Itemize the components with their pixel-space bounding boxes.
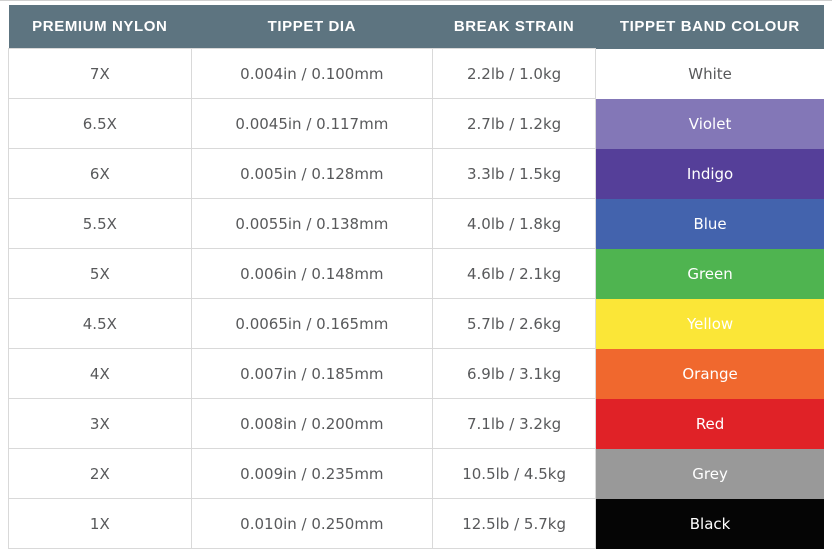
tippet-spec-table: PREMIUM NYLON TIPPET DIA BREAK STRAIN TI… xyxy=(8,5,824,549)
tippet-dia-cell: 0.0055in / 0.138mm xyxy=(190,198,434,249)
premium-nylon-cell: 6.5X xyxy=(8,98,192,149)
tippet-dia-cell: 0.0065in / 0.165mm xyxy=(190,298,434,349)
table-row: 6.5X 0.0045in / 0.117mm 2.7lb / 1.2kg Vi… xyxy=(8,98,824,149)
tippet-band-colour-cell: White xyxy=(595,48,824,99)
tippet-dia-cell: 0.005in / 0.128mm xyxy=(190,148,434,199)
column-header-break-strain: BREAK STRAIN xyxy=(432,5,596,49)
tippet-band-colour-cell: Blue xyxy=(595,198,824,249)
break-strain-cell: 7.1lb / 3.2kg xyxy=(432,398,597,449)
break-strain-cell: 4.0lb / 1.8kg xyxy=(432,198,597,249)
break-strain-cell: 12.5lb / 5.7kg xyxy=(432,498,597,549)
tippet-band-colour-cell: Orange xyxy=(595,348,824,399)
tippet-band-colour-cell: Indigo xyxy=(595,148,824,199)
tippet-band-colour-cell: Black xyxy=(595,498,824,549)
table-header-row: PREMIUM NYLON TIPPET DIA BREAK STRAIN TI… xyxy=(8,5,824,49)
tippet-dia-cell: 0.004in / 0.100mm xyxy=(190,48,434,99)
tippet-band-colour-cell: Violet xyxy=(595,98,824,149)
column-header-tippet-band-colour: TIPPET BAND COLOUR xyxy=(595,5,824,49)
premium-nylon-cell: 7X xyxy=(8,48,192,99)
premium-nylon-cell: 4X xyxy=(8,348,192,399)
tippet-band-colour-cell: Red xyxy=(595,398,824,449)
break-strain-cell: 2.7lb / 1.2kg xyxy=(432,98,597,149)
break-strain-cell: 2.2lb / 1.0kg xyxy=(432,48,597,99)
tippet-dia-cell: 0.006in / 0.148mm xyxy=(190,248,434,299)
tippet-dia-cell: 0.009in / 0.235mm xyxy=(190,448,434,499)
top-divider-line xyxy=(0,0,832,1)
break-strain-cell: 3.3lb / 1.5kg xyxy=(432,148,597,199)
tippet-band-colour-cell: Grey xyxy=(595,448,824,499)
break-strain-cell: 5.7lb / 2.6kg xyxy=(432,298,597,349)
break-strain-cell: 10.5lb / 4.5kg xyxy=(432,448,597,499)
tippet-dia-cell: 0.007in / 0.185mm xyxy=(190,348,434,399)
tippet-spec-table-container: PREMIUM NYLON TIPPET DIA BREAK STRAIN TI… xyxy=(8,5,824,549)
premium-nylon-cell: 6X xyxy=(8,148,192,199)
tippet-band-colour-cell: Green xyxy=(595,248,824,299)
premium-nylon-cell: 1X xyxy=(8,498,192,549)
table-row: 7X 0.004in / 0.100mm 2.2lb / 1.0kg White xyxy=(8,48,824,99)
table-row: 5X 0.006in / 0.148mm 4.6lb / 2.1kg Green xyxy=(8,248,824,299)
table-body: 7X 0.004in / 0.100mm 2.2lb / 1.0kg White… xyxy=(8,48,824,549)
table-row: 5.5X 0.0055in / 0.138mm 4.0lb / 1.8kg Bl… xyxy=(8,198,824,249)
table-row: 6X 0.005in / 0.128mm 3.3lb / 1.5kg Indig… xyxy=(8,148,824,199)
table-row: 2X 0.009in / 0.235mm 10.5lb / 4.5kg Grey xyxy=(8,448,824,499)
column-header-tippet-dia: TIPPET DIA xyxy=(191,5,433,49)
premium-nylon-cell: 5X xyxy=(8,248,192,299)
premium-nylon-cell: 2X xyxy=(8,448,192,499)
premium-nylon-cell: 3X xyxy=(8,398,192,449)
table-row: 3X 0.008in / 0.200mm 7.1lb / 3.2kg Red xyxy=(8,398,824,449)
tippet-dia-cell: 0.010in / 0.250mm xyxy=(190,498,434,549)
break-strain-cell: 4.6lb / 2.1kg xyxy=(432,248,597,299)
tippet-dia-cell: 0.008in / 0.200mm xyxy=(190,398,434,449)
table-row: 1X 0.010in / 0.250mm 12.5lb / 5.7kg Blac… xyxy=(8,498,824,549)
table-row: 4.5X 0.0065in / 0.165mm 5.7lb / 2.6kg Ye… xyxy=(8,298,824,349)
column-header-premium-nylon: PREMIUM NYLON xyxy=(8,5,192,49)
tippet-band-colour-cell: Yellow xyxy=(595,298,824,349)
break-strain-cell: 6.9lb / 3.1kg xyxy=(432,348,597,399)
premium-nylon-cell: 4.5X xyxy=(8,298,192,349)
table-row: 4X 0.007in / 0.185mm 6.9lb / 3.1kg Orang… xyxy=(8,348,824,399)
premium-nylon-cell: 5.5X xyxy=(8,198,192,249)
tippet-dia-cell: 0.0045in / 0.117mm xyxy=(190,98,434,149)
